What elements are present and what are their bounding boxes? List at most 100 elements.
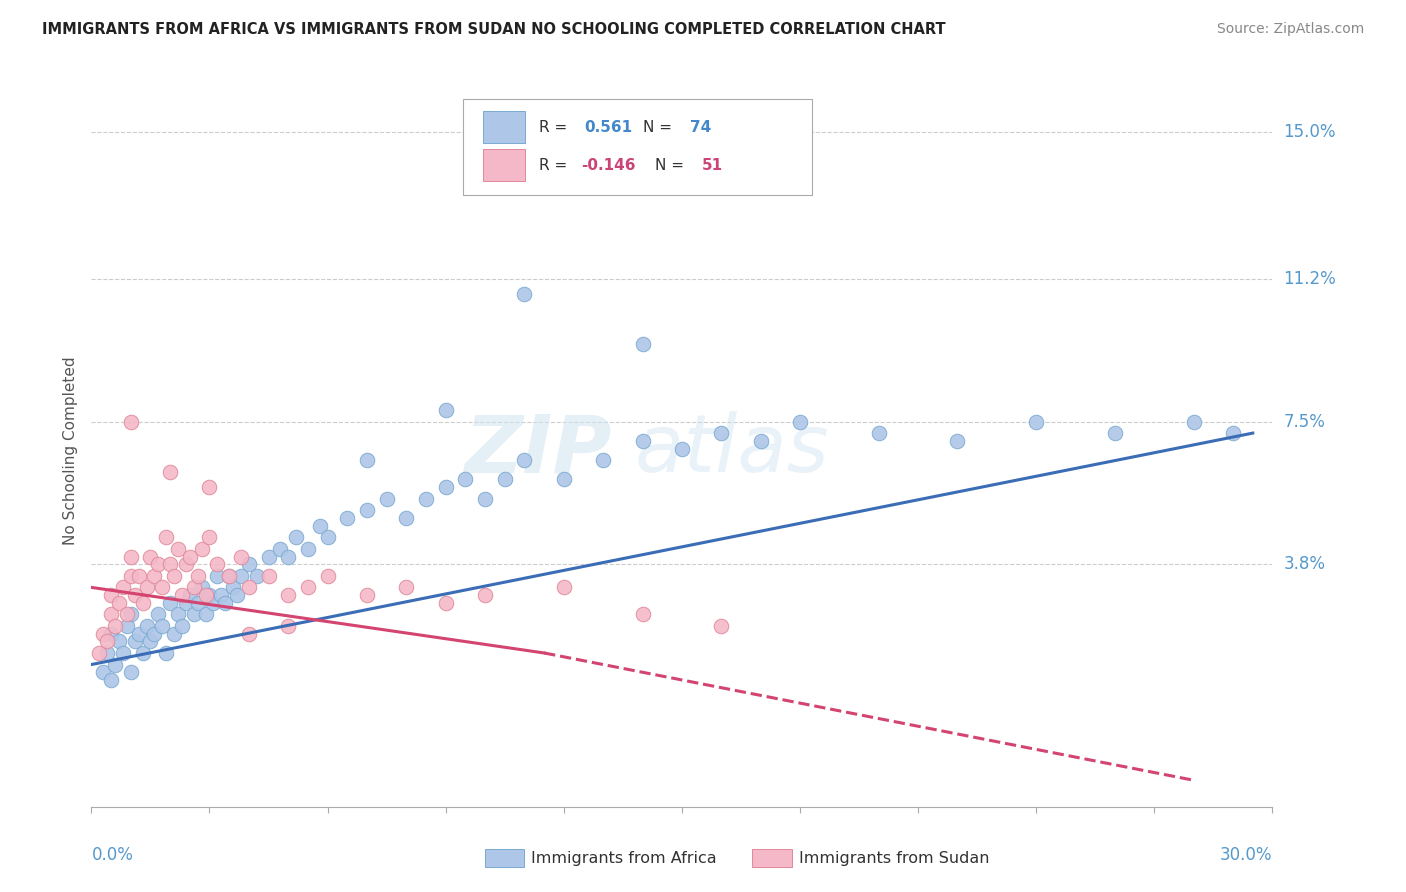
- Point: [1182, 415, 1205, 429]
- Text: Immigrants from Sudan: Immigrants from Sudan: [799, 851, 988, 865]
- Point: [128, 569, 150, 583]
- Text: 11.2%: 11.2%: [1284, 269, 1336, 288]
- Point: [190, 541, 212, 556]
- Text: ZIP: ZIP: [464, 411, 612, 490]
- Point: [316, 569, 339, 583]
- Point: [553, 581, 575, 595]
- Text: 0.561: 0.561: [583, 120, 633, 135]
- Point: [209, 588, 232, 602]
- Point: [631, 434, 654, 448]
- Point: [218, 569, 240, 583]
- Point: [513, 453, 536, 467]
- Point: [238, 558, 260, 572]
- FancyBboxPatch shape: [484, 149, 524, 181]
- Point: [229, 569, 252, 583]
- Point: [356, 453, 378, 467]
- Point: [269, 541, 291, 556]
- Point: [120, 415, 142, 429]
- Point: [170, 588, 193, 602]
- Point: [163, 626, 186, 640]
- Point: [207, 558, 229, 572]
- Point: [631, 607, 654, 622]
- Point: [207, 569, 229, 583]
- Point: [592, 453, 614, 467]
- Point: [91, 665, 114, 680]
- Point: [198, 530, 221, 544]
- Y-axis label: No Schooling Completed: No Schooling Completed: [62, 356, 77, 545]
- Point: [155, 530, 177, 544]
- Point: [257, 569, 280, 583]
- Point: [115, 607, 138, 622]
- Point: [434, 480, 457, 494]
- Point: [143, 569, 166, 583]
- Point: [187, 569, 209, 583]
- Point: [356, 503, 378, 517]
- Text: 15.0%: 15.0%: [1284, 123, 1336, 141]
- Point: [513, 287, 536, 301]
- Point: [135, 581, 157, 595]
- Point: [375, 491, 398, 506]
- Point: [257, 549, 280, 564]
- Point: [131, 646, 153, 660]
- Point: [671, 442, 693, 456]
- Point: [120, 607, 142, 622]
- Point: [297, 581, 319, 595]
- Point: [190, 581, 212, 595]
- Point: [115, 619, 138, 633]
- Point: [167, 607, 190, 622]
- Point: [120, 665, 142, 680]
- Text: 7.5%: 7.5%: [1284, 412, 1326, 431]
- Point: [198, 588, 221, 602]
- Point: [474, 491, 496, 506]
- Point: [415, 491, 437, 506]
- Point: [111, 581, 134, 595]
- Point: [631, 337, 654, 351]
- Point: [96, 646, 118, 660]
- Text: N =: N =: [643, 120, 676, 135]
- Point: [89, 646, 111, 660]
- Text: R =: R =: [538, 158, 572, 172]
- Point: [454, 472, 477, 486]
- Point: [174, 596, 197, 610]
- Point: [100, 626, 122, 640]
- Point: [194, 607, 217, 622]
- Point: [108, 634, 131, 648]
- Point: [553, 472, 575, 486]
- Point: [336, 511, 359, 525]
- Point: [183, 607, 205, 622]
- Point: [710, 426, 733, 441]
- Point: [163, 569, 186, 583]
- Point: [124, 588, 146, 602]
- Point: [316, 530, 339, 544]
- Point: [124, 634, 146, 648]
- Point: [139, 549, 162, 564]
- Point: [277, 549, 299, 564]
- Point: [135, 619, 157, 633]
- Text: 74: 74: [690, 120, 711, 135]
- Point: [120, 549, 142, 564]
- Point: [108, 596, 131, 610]
- Point: [277, 619, 299, 633]
- Point: [218, 569, 240, 583]
- Point: [194, 588, 217, 602]
- Text: IMMIGRANTS FROM AFRICA VS IMMIGRANTS FROM SUDAN NO SCHOOLING COMPLETED CORRELATI: IMMIGRANTS FROM AFRICA VS IMMIGRANTS FRO…: [42, 22, 946, 37]
- Point: [174, 558, 197, 572]
- Point: [104, 657, 127, 672]
- Text: R =: R =: [538, 120, 572, 135]
- Point: [179, 549, 201, 564]
- Point: [159, 596, 181, 610]
- Point: [155, 646, 177, 660]
- Point: [238, 626, 260, 640]
- Point: [222, 581, 245, 595]
- Point: [143, 626, 166, 640]
- Point: [868, 426, 890, 441]
- Point: [308, 518, 330, 533]
- Point: [395, 581, 418, 595]
- Text: Immigrants from Africa: Immigrants from Africa: [531, 851, 717, 865]
- Point: [104, 619, 127, 633]
- Point: [356, 588, 378, 602]
- Point: [150, 619, 173, 633]
- Point: [214, 596, 236, 610]
- Point: [100, 588, 122, 602]
- Point: [170, 619, 193, 633]
